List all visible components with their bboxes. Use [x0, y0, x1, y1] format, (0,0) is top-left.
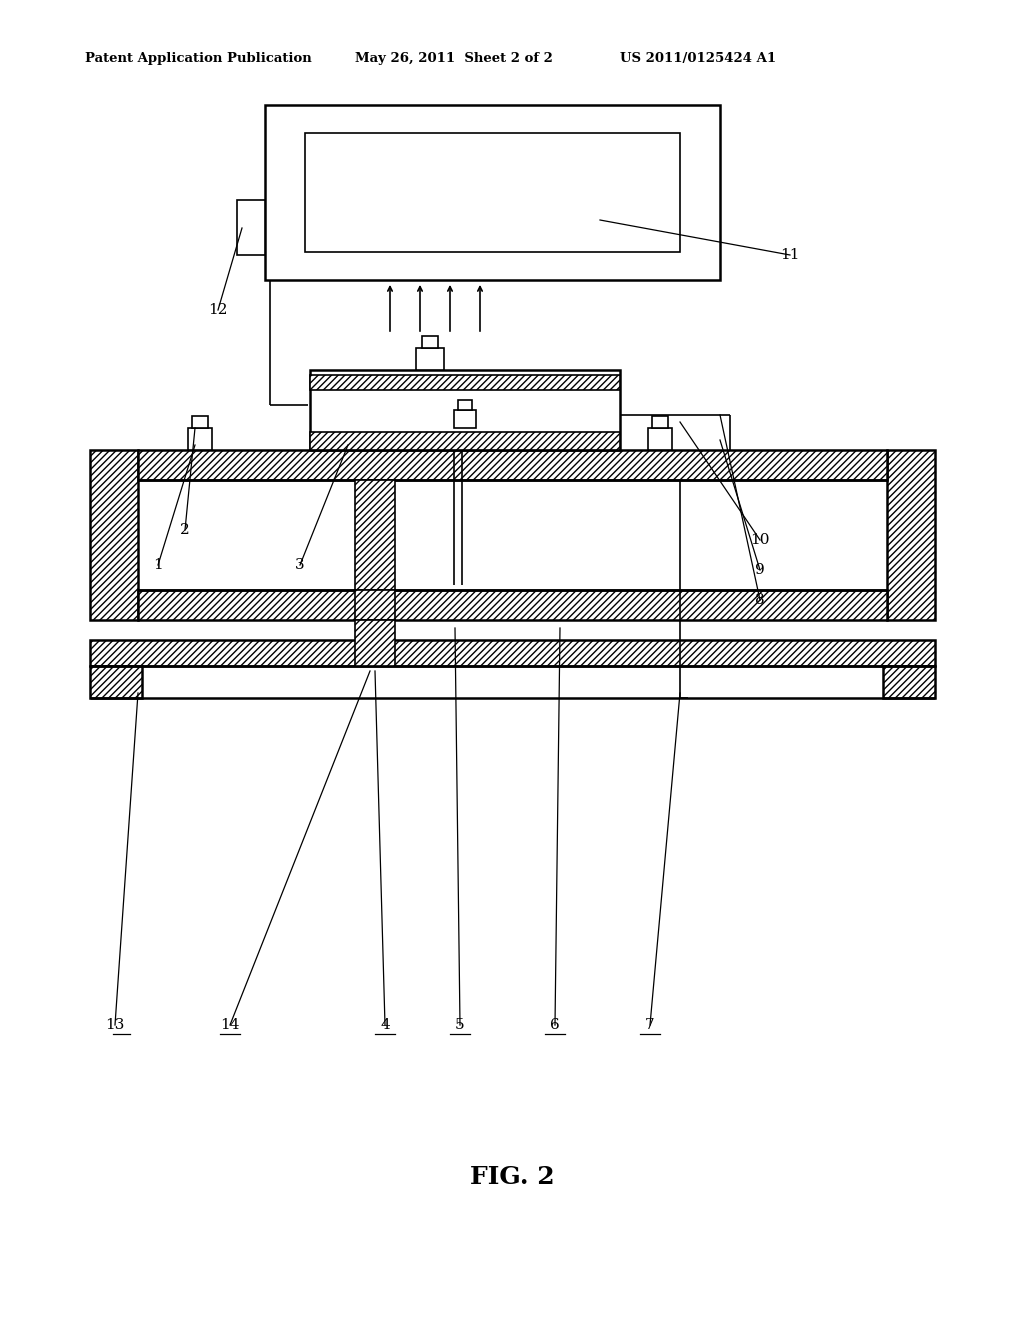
Text: 5: 5 [456, 1018, 465, 1032]
Text: 13: 13 [105, 1018, 125, 1032]
Text: 11: 11 [780, 248, 800, 261]
Bar [310, 432, 620, 450]
Bar [188, 428, 212, 450]
Text: 2: 2 [180, 523, 189, 537]
Bar [90, 640, 935, 667]
Bar [883, 667, 935, 698]
Text: FIG. 2: FIG. 2 [470, 1166, 554, 1189]
Text: Patent Application Publication: Patent Application Publication [85, 51, 311, 65]
Bar [416, 348, 444, 370]
Text: 8: 8 [755, 593, 765, 607]
Text: US 2011/0125424 A1: US 2011/0125424 A1 [620, 51, 776, 65]
Bar [90, 667, 142, 698]
Bar [454, 411, 476, 428]
Bar [193, 416, 208, 428]
Bar [355, 590, 395, 620]
Bar [138, 450, 887, 480]
Bar [310, 370, 620, 450]
Text: 3: 3 [295, 558, 305, 572]
Bar [355, 620, 395, 667]
Bar [310, 375, 620, 389]
Text: 12: 12 [208, 304, 227, 317]
Bar [90, 450, 138, 620]
Text: 4: 4 [380, 1018, 390, 1032]
Bar [237, 201, 265, 255]
Bar [355, 480, 395, 590]
Bar [305, 133, 680, 252]
Bar [648, 428, 672, 450]
Bar [265, 106, 720, 280]
Bar [652, 416, 668, 428]
Text: 6: 6 [550, 1018, 560, 1032]
Text: 7: 7 [645, 1018, 654, 1032]
Bar [458, 400, 472, 411]
Text: May 26, 2011  Sheet 2 of 2: May 26, 2011 Sheet 2 of 2 [355, 51, 553, 65]
Text: 10: 10 [751, 533, 770, 546]
Text: 14: 14 [220, 1018, 240, 1032]
Text: 1: 1 [154, 558, 163, 572]
Text: 9: 9 [755, 564, 765, 577]
Bar [887, 450, 935, 620]
Bar [422, 337, 438, 348]
Bar [138, 590, 887, 620]
